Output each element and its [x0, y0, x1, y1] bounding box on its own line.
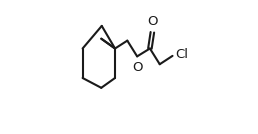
Text: Cl: Cl [175, 48, 188, 61]
Text: O: O [132, 61, 142, 74]
Text: O: O [147, 15, 158, 28]
